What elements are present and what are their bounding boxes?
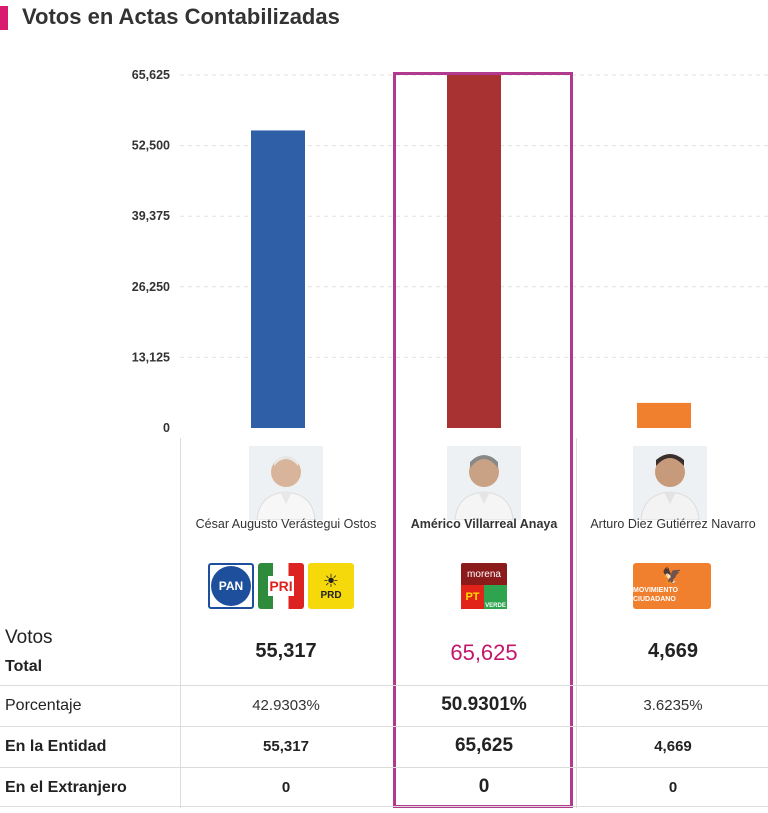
bar-2[interactable] [447,75,501,428]
column-divider [180,438,181,808]
bar-1[interactable] [251,130,305,429]
votos-total-cell: 4,669 [647,640,699,662]
party-logos: 🦅 MOVIMIENTO CIUDADANO [633,563,711,609]
votos-label: Votos [5,627,53,648]
pan-logo-icon: PAN [208,563,254,609]
bar-3[interactable] [637,402,691,428]
extranjero-cell: 0 [668,779,678,796]
porcentaje-cell: 50.9301% [441,694,527,715]
party-logos: morena PT VERDE [461,563,507,609]
entidad-cell: 4,669 [654,738,692,755]
votes-bar-chart: 65,625 52,500 39,375 26,250 13,125 0 [132,68,768,435]
entidad-cell: 65,625 [454,735,514,756]
y-tick-label: 0 [163,421,170,435]
entidad-label: En la Entidad [5,738,107,755]
y-tick-label: 39,375 [132,209,170,223]
y-tick-label: 13,125 [132,350,170,364]
candidate-photo-americo [447,446,521,520]
party-logos: PAN PRI ☀ PRD [208,563,354,609]
row-divider [0,685,768,686]
morena-logo-icon: morena [461,563,507,585]
y-tick-label: 26,250 [132,280,170,294]
extranjero-label: En el Extranjero [5,779,127,796]
candidate-name: Américo Villarreal Anaya [410,517,558,531]
verde-logo-icon: VERDE [484,585,507,609]
candidate-photo-arturo [633,446,707,520]
pt-logo-icon: PT [461,585,484,609]
votos-total-cell: 65,625 [450,640,518,665]
total-label: Total [5,658,43,675]
porcentaje-cell: 42.9303% [252,697,320,714]
row-divider [0,806,768,807]
porcentaje-cell: 3.6235% [643,697,703,714]
prd-logo-icon: ☀ PRD [308,563,354,609]
pri-logo-icon: PRI [258,563,304,609]
column-divider [576,438,577,808]
candidate-name: Arturo Diez Gutiérrez Navarro [590,517,756,531]
y-tick-label: 65,625 [132,68,170,82]
extranjero-cell: 0 [478,776,490,797]
row-divider [0,767,768,768]
candidate-name: César Augusto Verástegui Ostos [195,517,377,531]
y-tick-label: 52,500 [132,139,170,153]
header-accent-bar [0,6,8,30]
extranjero-cell: 0 [281,779,291,796]
page-title: Votos en Actas Contabilizadas [22,4,340,29]
entidad-cell: 55,317 [263,738,309,755]
porcentaje-label: Porcentaje [5,697,82,714]
candidate-photo-cesar [249,446,323,520]
row-divider [0,726,768,727]
votos-total-cell: 55,317 [255,640,317,662]
movimiento-ciudadano-logo-icon: 🦅 MOVIMIENTO CIUDADANO [633,563,711,609]
